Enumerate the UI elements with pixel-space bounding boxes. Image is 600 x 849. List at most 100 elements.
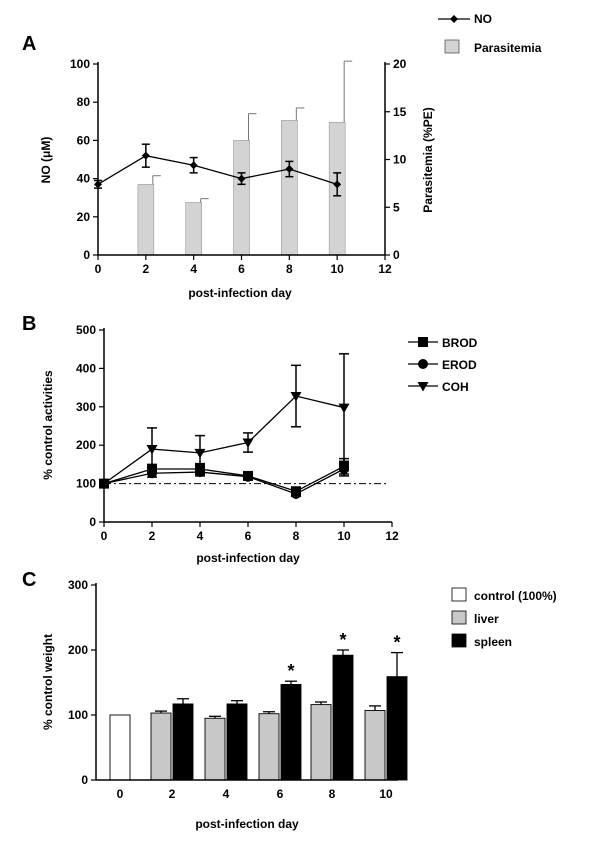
liver-bar [204,717,226,781]
panel-a-x-tick-label: 2 [142,262,149,276]
panel-b-y-tick-label: 500 [76,323,96,337]
panel-a-x-tick-label: 12 [378,262,392,276]
spleen-bar [226,703,248,781]
panel-a-legend: NO Parasitemia [438,12,542,55]
panel-a-yr-tick-label: 5 [393,200,400,214]
panel-a-yl-tick-label: 80 [77,95,91,109]
panel-c-bars: * * * [109,630,408,781]
panel-a-yl-tick-label: 0 [83,248,90,262]
brod-series-line [103,465,345,492]
panel-b-y-tick-label: 300 [76,400,96,414]
panel-a-no-line [94,143,342,197]
panel-c-y-tick-label: 300 [68,578,88,592]
panel-c-y-tick-label: 0 [81,773,88,787]
panel-a-yl-tick-label: 40 [77,172,91,186]
significance-star: * [393,633,400,653]
panel-c-x-tick-label: 10 [379,787,393,801]
panel-c-x-tick-label: 0 [117,787,124,801]
panel-b-x-tick-label: 8 [293,529,300,543]
legend-coh-label: COH [442,380,469,394]
panel-b-x-tick-label: 10 [337,529,351,543]
coh-point [194,448,206,459]
coh-series-line [103,395,345,485]
panel-b: B 0 2 4 6 8 10 12 0 100 200 300 400 500 post-infecti… [22,313,478,565]
panel-b-x-tick-label: 2 [149,529,156,543]
panel-c-axes: 0 100 200 300 0 2 4 6 8 10 [68,578,398,801]
panel-b-x-tick-label: 0 [101,529,108,543]
no-point [237,174,246,183]
panel-a-label: A [22,33,36,55]
legend-coh-marker [417,382,429,392]
control-bar [109,714,131,781]
significance-star: * [287,661,294,681]
erod-point [243,471,253,482]
spleen-bar [172,703,194,781]
panel-c-x-tick-label: 2 [169,787,176,801]
no-point [141,151,150,160]
no-point [189,161,198,170]
no-point [94,180,102,189]
coh-point [290,392,302,402]
panel-c-y-tick-label: 100 [68,708,88,722]
panel-b-legend: BROD EROD COH [408,336,478,394]
liver-bar [364,710,386,781]
no-point [285,165,294,174]
panel-c-x-tick-label: 8 [329,787,336,801]
no-point [333,180,342,189]
panel-c-ylabel: % control weight [41,634,55,730]
panel-b-y-tick-label: 0 [89,515,96,529]
legend-spleen-label: spleen [474,635,512,649]
panel-a-x-tick-label: 0 [95,262,102,276]
legend-no-label: NO [474,12,492,26]
panel-a-parasitemia-bars [137,60,353,256]
panel-c-label: C [22,569,36,591]
parasitemia-bar [281,120,298,256]
panel-b-series [98,353,350,499]
panel-a-x-tick-label: 4 [190,262,197,276]
spleen-bar [280,684,302,781]
panel-b-x-tick-label: 4 [197,529,204,543]
panel-a-yr-tick-label: 15 [393,105,407,119]
coh-point [338,403,350,414]
panel-b-label: B [22,313,36,335]
spleen-bar [386,676,408,781]
panel-a-yr-tick-label: 20 [393,57,407,71]
panel-a-yl-tick-label: 20 [77,210,91,224]
panel-a-ylabel-right: Parasitemia (%PE) [421,107,435,212]
panel-b-y-tick-label: 200 [76,438,96,452]
parasitemia-bar [137,184,155,256]
parasitemia-bar [185,202,202,256]
panel-a-yr-tick-label: 10 [393,153,407,167]
legend-liver-label: liver [474,612,499,626]
legend-control-label: control (100%) [474,589,557,603]
panel-b-ylabel: % control activities [41,370,55,480]
erod-point [339,464,349,475]
erod-series-line [103,468,345,495]
panel-b-x-tick-label: 12 [385,529,399,543]
panel-b-y-tick-label: 100 [76,477,96,491]
liver-bar [258,713,280,781]
spleen-bar [332,654,354,781]
panel-b-xlabel: post-infection day [196,551,300,565]
panel-a-yl-tick-label: 60 [77,133,91,147]
no-series-line [97,154,338,185]
legend-parasitemia-swatch [444,39,460,54]
parasitemia-bar [233,140,250,256]
erod-point [291,488,301,499]
panel-b-axes: 0 2 4 6 8 10 12 0 100 200 300 400 500 [76,323,399,543]
panel-c-legend: control (100%) liver spleen [451,587,557,649]
panel-c: C * * * 0 100 200 300 0 2 4 6 8 10 post-infection d… [22,569,557,831]
legend-control-swatch [451,587,467,602]
panel-b-x-tick-label: 6 [245,529,252,543]
panel-a-ylabel-left: NO (μM) [39,137,53,184]
panel-c-xlabel: post-infection day [195,817,299,831]
legend-parasitemia-label: Parasitemia [474,41,542,55]
panel-a-xlabel: post-infection day [188,286,292,300]
panel-a-x-tick-label: 8 [286,262,293,276]
legend-spleen-swatch [451,633,467,648]
legend-brod-label: BROD [442,336,478,350]
legend-no-marker [450,15,458,23]
liver-bar [150,712,172,781]
